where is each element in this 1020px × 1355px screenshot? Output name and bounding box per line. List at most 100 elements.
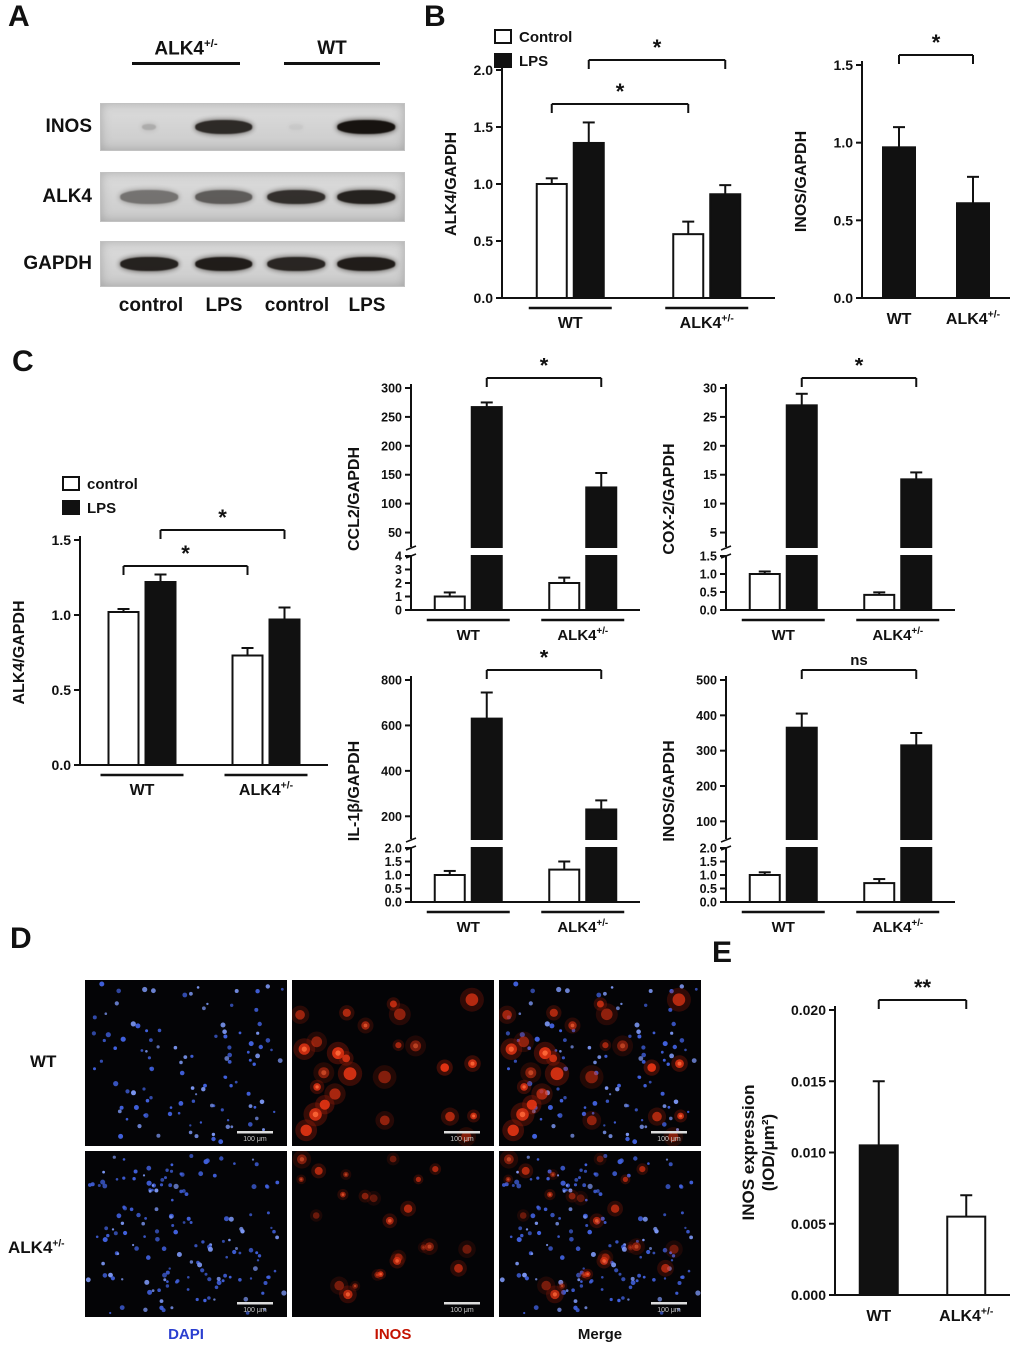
inos-cell	[610, 1204, 620, 1213]
dapi-nucleus-dot	[99, 1059, 103, 1063]
inos-cell	[576, 1194, 585, 1203]
inos-cell	[319, 1099, 330, 1110]
dapi-nucleus-dot	[667, 1105, 671, 1109]
dapi-nucleus-dot	[259, 1099, 265, 1105]
inos-cell	[504, 1154, 514, 1165]
dapi-nucleus-dot	[129, 1207, 134, 1212]
bar	[585, 808, 618, 841]
dapi-nucleus-dot	[167, 1111, 173, 1117]
inos-cell	[342, 1054, 351, 1063]
scale-bar	[651, 1131, 687, 1134]
dapi-nucleus-dot	[110, 1276, 115, 1281]
y-tick-label: 0.0	[52, 757, 72, 773]
legend-label: control	[87, 476, 138, 493]
micrograph-svg: 100 μm	[499, 1151, 701, 1317]
dapi-nucleus-dot	[663, 1213, 667, 1217]
inos-cell-core	[506, 1157, 512, 1162]
y-tick-label: 0.5	[700, 586, 717, 600]
dapi-nucleus-dot	[689, 1180, 694, 1185]
dapi-nucleus-dot	[522, 1272, 527, 1278]
scale-bar	[651, 1302, 687, 1305]
dapi-nucleus-dot	[220, 1022, 226, 1028]
chart-C5: 0.00.51.01.52.0 100 200 300 400 500 INOS/GAPDH…	[661, 652, 955, 936]
sig-label: *	[540, 650, 549, 670]
inos-cell-glow	[458, 1240, 476, 1258]
dapi-nucleus-dot	[105, 1032, 111, 1038]
dapi-nucleus-dot	[216, 1280, 222, 1286]
dapi-nucleus-dot	[207, 1277, 212, 1282]
dapi-nucleus-dot	[211, 1132, 216, 1137]
dapi-nucleus-dot	[662, 1041, 668, 1047]
micro-row-label-alk4het: ALK4+/-	[8, 1238, 65, 1257]
dapi-nucleus-dot	[255, 989, 260, 994]
dapi-nucleus-dot	[229, 1084, 233, 1088]
dapi-nucleus-dot	[227, 1060, 232, 1064]
dapi-nucleus-dot	[543, 1207, 548, 1212]
dapi-nucleus-dot	[533, 1305, 539, 1310]
dapi-nucleus-dot	[179, 1070, 185, 1076]
y-tick-label: 1.5	[834, 57, 854, 73]
dapi-nucleus-dot	[630, 1276, 635, 1281]
y-axis-title: CCL2/GAPDH	[346, 447, 363, 551]
dapi-nucleus-dot	[91, 1031, 96, 1036]
dapi-nucleus-dot	[235, 1247, 238, 1250]
dapi-nucleus-dot	[204, 1272, 208, 1276]
dapi-nucleus-dot	[573, 1183, 578, 1187]
inos-cell-glow	[612, 1035, 634, 1057]
dapi-nucleus-dot	[149, 1096, 153, 1100]
dapi-nucleus-dot	[93, 1067, 96, 1071]
dapi-nucleus-dot	[642, 1275, 646, 1279]
dapi-nucleus-dot	[156, 1045, 160, 1049]
scale-bar-label: 100 μm	[657, 1136, 681, 1143]
dapi-nucleus-dot	[513, 981, 519, 987]
dapi-nucleus-dot	[618, 1272, 622, 1276]
blot-band	[267, 190, 326, 204]
dapi-nucleus-dot	[182, 1221, 186, 1224]
bar	[863, 882, 896, 904]
bar-lower-segment	[470, 847, 503, 903]
blot-band	[337, 120, 395, 134]
y-tick-label: 2.0	[700, 842, 717, 856]
dapi-nucleus-dot	[526, 1155, 530, 1159]
dapi-nucleus-dot	[534, 1221, 539, 1225]
sup-text: +/-	[912, 626, 924, 637]
legend-label: LPS	[87, 500, 116, 517]
dapi-nucleus-dot	[637, 1075, 642, 1079]
dapi-nucleus-dot	[598, 1192, 603, 1196]
dapi-nucleus-dot	[206, 1002, 209, 1006]
dapi-nucleus-dot	[163, 1278, 167, 1282]
dapi-nucleus-dot	[265, 1184, 269, 1188]
x-group-label: ALK4+/-	[872, 918, 923, 936]
legend-swatch	[494, 29, 512, 44]
inos-cell	[342, 1008, 351, 1017]
dapi-nucleus-dot	[527, 1081, 533, 1087]
dapi-nucleus-dot	[560, 1180, 566, 1186]
dapi-nucleus-dot	[223, 1034, 228, 1039]
inos-cell	[550, 1171, 556, 1178]
y-tick-label: 0	[395, 604, 402, 618]
dapi-nucleus-dot	[116, 988, 121, 994]
dapi-nucleus-dot	[213, 1298, 216, 1301]
y-tick-label: 300	[381, 382, 402, 396]
dapi-nucleus-dot	[277, 1058, 283, 1063]
dapi-nucleus-dot	[641, 1060, 646, 1064]
dapi-nucleus-dot	[695, 1290, 701, 1296]
lane-label-control-1: control	[118, 295, 184, 316]
dapi-nucleus-dot	[145, 1098, 150, 1103]
legend-swatch	[494, 53, 512, 68]
sup-text: +/-	[721, 314, 734, 325]
dapi-nucleus-dot	[556, 1174, 560, 1177]
y-tick-label: 1.5	[700, 550, 717, 564]
dapi-nucleus-dot	[515, 1261, 519, 1266]
chart-ccl2-gapdh: 0 1 2 3 4 50 100 150 200 250 300 CCL2/GAPDH WT ALK4+/…	[345, 353, 650, 653]
dapi-nucleus-dot	[102, 1183, 108, 1189]
dapi-nucleus-dot	[609, 1093, 612, 1096]
chart-alk4-gapdh-protein: 0.0 0.5 1.0 1.5 2.0 ALK4/GAPDH WT ALK4+/- * * Cont…	[440, 20, 785, 345]
dapi-nucleus-dot	[121, 1278, 124, 1281]
dapi-nucleus-dot	[254, 1162, 259, 1167]
dapi-nucleus-dot	[602, 1130, 607, 1135]
dapi-nucleus-dot	[189, 1260, 194, 1264]
dapi-nucleus-dot	[273, 1269, 277, 1273]
dapi-nucleus-dot	[676, 1128, 679, 1132]
inos-cell	[550, 1067, 564, 1081]
